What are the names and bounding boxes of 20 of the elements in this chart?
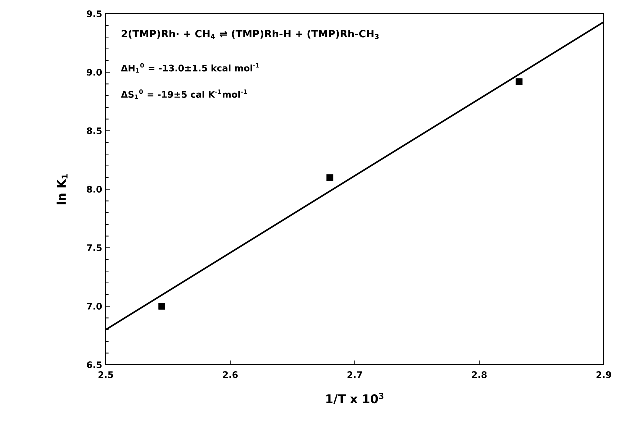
annotation: 2(TMP)Rh· + CH$_{4}$ ⇌ (TMP)Rh-H + (TMP)Rh-CH$_{3}$ <box>122 30 379 40</box>
point <box>326 174 334 182</box>
y-tick-label: 8.0 <box>87 186 102 193</box>
x-tick-label: 2.5 <box>98 372 114 378</box>
x-tick-label: 2.8 <box>472 372 487 378</box>
annotation: ΔS$_{1}$$^{0}$ = -19±5 cal K$^{-1}$mol$^{-1}$ <box>121 90 248 100</box>
y-tick-label: 7.5 <box>87 244 102 252</box>
y-tick-label: 6.5 <box>87 362 102 368</box>
y-tick-label: 7.0 <box>87 303 102 310</box>
y-tick-label: 8.5 <box>87 128 102 134</box>
y-tick-label: 9.0 <box>87 69 102 76</box>
x-tick-label: 2.6 <box>223 372 238 378</box>
y-tick-label: 9.5 <box>87 10 102 18</box>
x-axis-title: 1/T x 10$^{3}$ <box>326 393 384 405</box>
point <box>516 78 523 86</box>
x-tick-label: 2.9 <box>596 372 612 378</box>
x-tick-label: 2.7 <box>348 372 362 378</box>
y-axis-title: ln K$_{1}$ <box>56 174 68 205</box>
annotation: ΔH$_{1}$$^{0}$ = -13.0±1.5 kcal mol$^{-1}$ <box>121 63 260 73</box>
point <box>158 303 166 310</box>
